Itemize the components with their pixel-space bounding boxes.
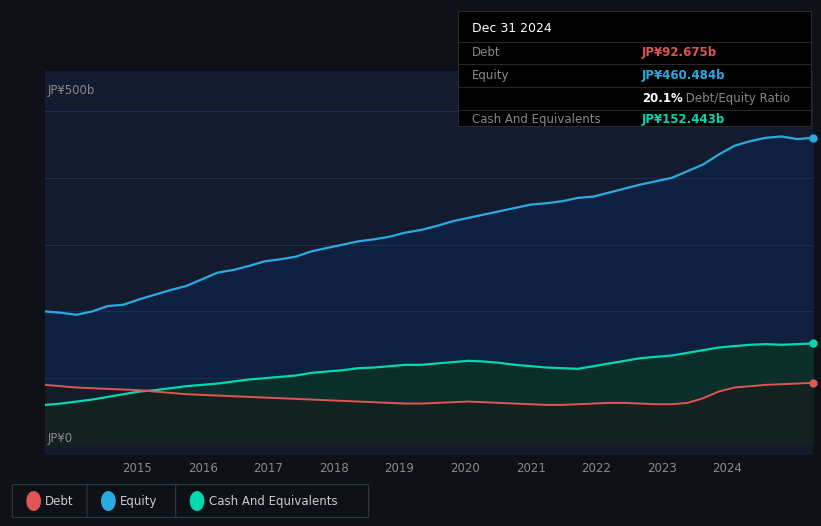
Text: Equity: Equity <box>472 69 510 82</box>
Ellipse shape <box>190 491 204 511</box>
FancyBboxPatch shape <box>87 484 182 518</box>
Point <box>806 379 819 387</box>
Text: Dec 31 2024: Dec 31 2024 <box>472 22 552 35</box>
Text: JP¥92.675b: JP¥92.675b <box>642 46 717 59</box>
Ellipse shape <box>26 491 41 511</box>
Text: Equity: Equity <box>120 494 158 508</box>
Text: JP¥460.484b: JP¥460.484b <box>642 69 725 82</box>
FancyBboxPatch shape <box>12 484 94 518</box>
Text: Cash And Equivalents: Cash And Equivalents <box>209 494 337 508</box>
Text: JP¥152.443b: JP¥152.443b <box>642 113 725 126</box>
Text: JP¥500b: JP¥500b <box>48 85 95 97</box>
Text: Debt/Equity Ratio: Debt/Equity Ratio <box>682 92 791 105</box>
FancyBboxPatch shape <box>176 484 369 518</box>
Text: Cash And Equivalents: Cash And Equivalents <box>472 113 601 126</box>
Text: Debt: Debt <box>472 46 501 59</box>
Text: Debt: Debt <box>45 494 74 508</box>
Ellipse shape <box>101 491 116 511</box>
Text: JP¥0: JP¥0 <box>48 432 72 446</box>
Point <box>806 339 819 348</box>
Text: 20.1%: 20.1% <box>642 92 682 105</box>
Point <box>806 134 819 142</box>
